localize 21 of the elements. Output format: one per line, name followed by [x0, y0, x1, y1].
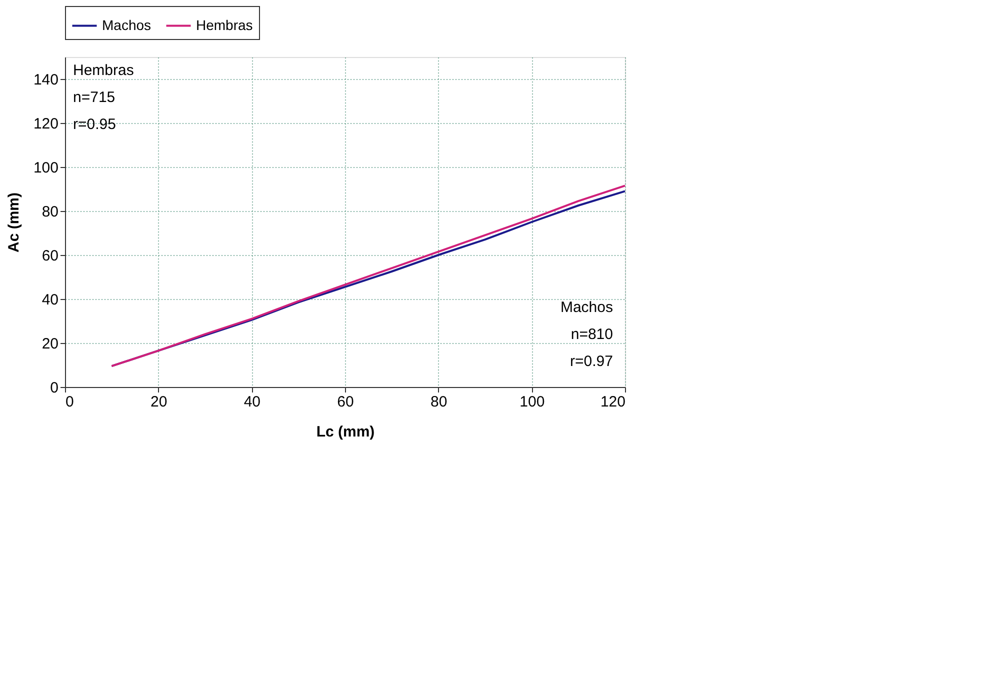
- y-tick-label: 0: [50, 380, 58, 396]
- x-tick-label: 20: [150, 394, 168, 410]
- y-tick-label: 120: [33, 116, 58, 132]
- y-tick-label: 80: [42, 204, 58, 220]
- x-tick-label: 120: [600, 394, 626, 410]
- x-tick-label: 0: [66, 394, 74, 410]
- x-tick-label: 100: [520, 394, 545, 410]
- y-tick-label: 140: [33, 72, 58, 88]
- legend-label: Machos: [102, 16, 152, 33]
- x-tick-label: 40: [244, 394, 261, 410]
- annotation: Machos n=810 r=0.97: [560, 299, 613, 370]
- x-tick-label: 60: [337, 394, 354, 410]
- annotation: Hembras n=715 r=0.95: [73, 62, 134, 133]
- x-tick-label: 80: [430, 394, 448, 410]
- y-axis-title: Ac (mm): [5, 192, 22, 253]
- y-tick-label: 40: [42, 292, 58, 308]
- y-tick-label: 20: [42, 336, 58, 352]
- y-tick-label: 60: [42, 248, 58, 264]
- x-axis-title: Lc (mm): [316, 424, 375, 440]
- y-tick-label: 100: [33, 160, 58, 176]
- legend-label: Hembras: [196, 16, 253, 33]
